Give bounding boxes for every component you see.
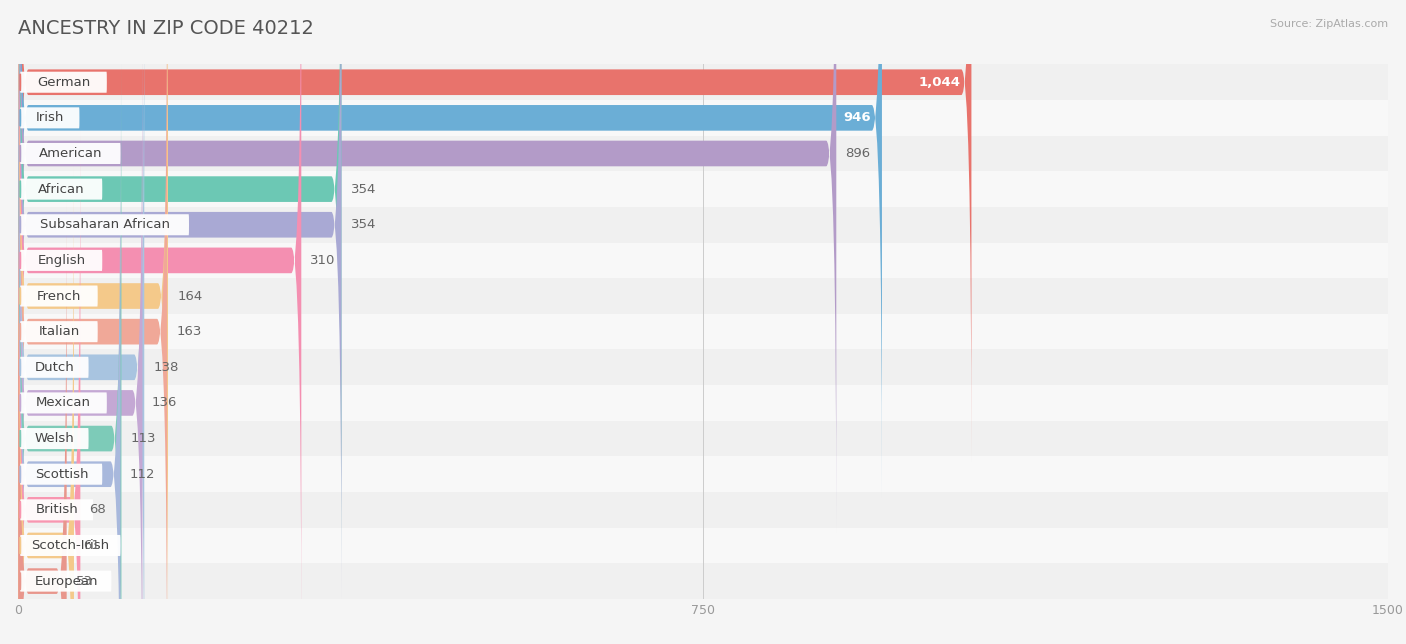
FancyBboxPatch shape (18, 202, 66, 644)
FancyBboxPatch shape (20, 499, 93, 520)
FancyBboxPatch shape (20, 71, 107, 93)
FancyBboxPatch shape (20, 285, 97, 307)
Text: 946: 946 (844, 111, 870, 124)
Text: Irish: Irish (37, 111, 65, 124)
FancyBboxPatch shape (18, 0, 145, 644)
FancyBboxPatch shape (18, 527, 1388, 564)
FancyBboxPatch shape (20, 108, 80, 128)
FancyBboxPatch shape (20, 357, 89, 378)
Text: 138: 138 (153, 361, 179, 374)
Text: 896: 896 (845, 147, 870, 160)
FancyBboxPatch shape (20, 535, 121, 556)
Text: Dutch: Dutch (35, 361, 75, 374)
FancyBboxPatch shape (18, 385, 1388, 421)
FancyBboxPatch shape (18, 492, 1388, 527)
Text: Mexican: Mexican (37, 397, 91, 410)
FancyBboxPatch shape (18, 421, 1388, 457)
FancyBboxPatch shape (18, 24, 142, 644)
FancyBboxPatch shape (20, 178, 103, 200)
Text: Scottish: Scottish (35, 468, 89, 480)
FancyBboxPatch shape (18, 0, 342, 568)
FancyBboxPatch shape (20, 571, 111, 592)
Text: 354: 354 (350, 218, 375, 231)
FancyBboxPatch shape (18, 0, 167, 644)
FancyBboxPatch shape (18, 166, 75, 644)
FancyBboxPatch shape (18, 457, 1388, 492)
FancyBboxPatch shape (18, 0, 837, 533)
Text: 68: 68 (90, 504, 107, 516)
FancyBboxPatch shape (20, 214, 188, 235)
FancyBboxPatch shape (18, 0, 167, 644)
FancyBboxPatch shape (18, 171, 1388, 207)
Text: ANCESTRY IN ZIP CODE 40212: ANCESTRY IN ZIP CODE 40212 (18, 19, 314, 39)
FancyBboxPatch shape (18, 136, 1388, 171)
Text: 164: 164 (177, 290, 202, 303)
FancyBboxPatch shape (18, 59, 121, 644)
FancyBboxPatch shape (18, 243, 1388, 278)
FancyBboxPatch shape (18, 278, 1388, 314)
Text: Scotch-Irish: Scotch-Irish (31, 539, 110, 552)
FancyBboxPatch shape (18, 131, 80, 644)
Text: Source: ZipAtlas.com: Source: ZipAtlas.com (1270, 19, 1388, 30)
FancyBboxPatch shape (20, 143, 121, 164)
Text: 310: 310 (311, 254, 336, 267)
FancyBboxPatch shape (18, 0, 342, 604)
Text: 1,044: 1,044 (918, 76, 960, 89)
FancyBboxPatch shape (18, 0, 972, 461)
Text: European: European (34, 574, 98, 587)
Text: Subsaharan African: Subsaharan African (39, 218, 170, 231)
Text: 113: 113 (131, 432, 156, 445)
FancyBboxPatch shape (18, 64, 1388, 100)
Text: French: French (37, 290, 82, 303)
FancyBboxPatch shape (20, 250, 103, 271)
Text: 61: 61 (83, 539, 100, 552)
FancyBboxPatch shape (18, 564, 1388, 599)
Text: African: African (38, 183, 84, 196)
Text: 163: 163 (176, 325, 201, 338)
Text: German: German (37, 76, 90, 89)
FancyBboxPatch shape (18, 314, 1388, 350)
Text: 354: 354 (350, 183, 375, 196)
FancyBboxPatch shape (18, 100, 1388, 136)
FancyBboxPatch shape (20, 392, 107, 413)
FancyBboxPatch shape (20, 321, 97, 342)
Text: 53: 53 (76, 574, 93, 587)
Text: Italian: Italian (38, 325, 80, 338)
FancyBboxPatch shape (18, 350, 1388, 385)
Text: American: American (39, 147, 103, 160)
FancyBboxPatch shape (20, 464, 103, 485)
FancyBboxPatch shape (18, 0, 882, 497)
Text: English: English (38, 254, 86, 267)
Text: Welsh: Welsh (35, 432, 75, 445)
Text: British: British (35, 504, 79, 516)
FancyBboxPatch shape (20, 428, 89, 449)
FancyBboxPatch shape (18, 207, 1388, 243)
Text: 112: 112 (129, 468, 155, 480)
FancyBboxPatch shape (18, 95, 121, 644)
FancyBboxPatch shape (18, 0, 301, 639)
Text: 136: 136 (152, 397, 177, 410)
